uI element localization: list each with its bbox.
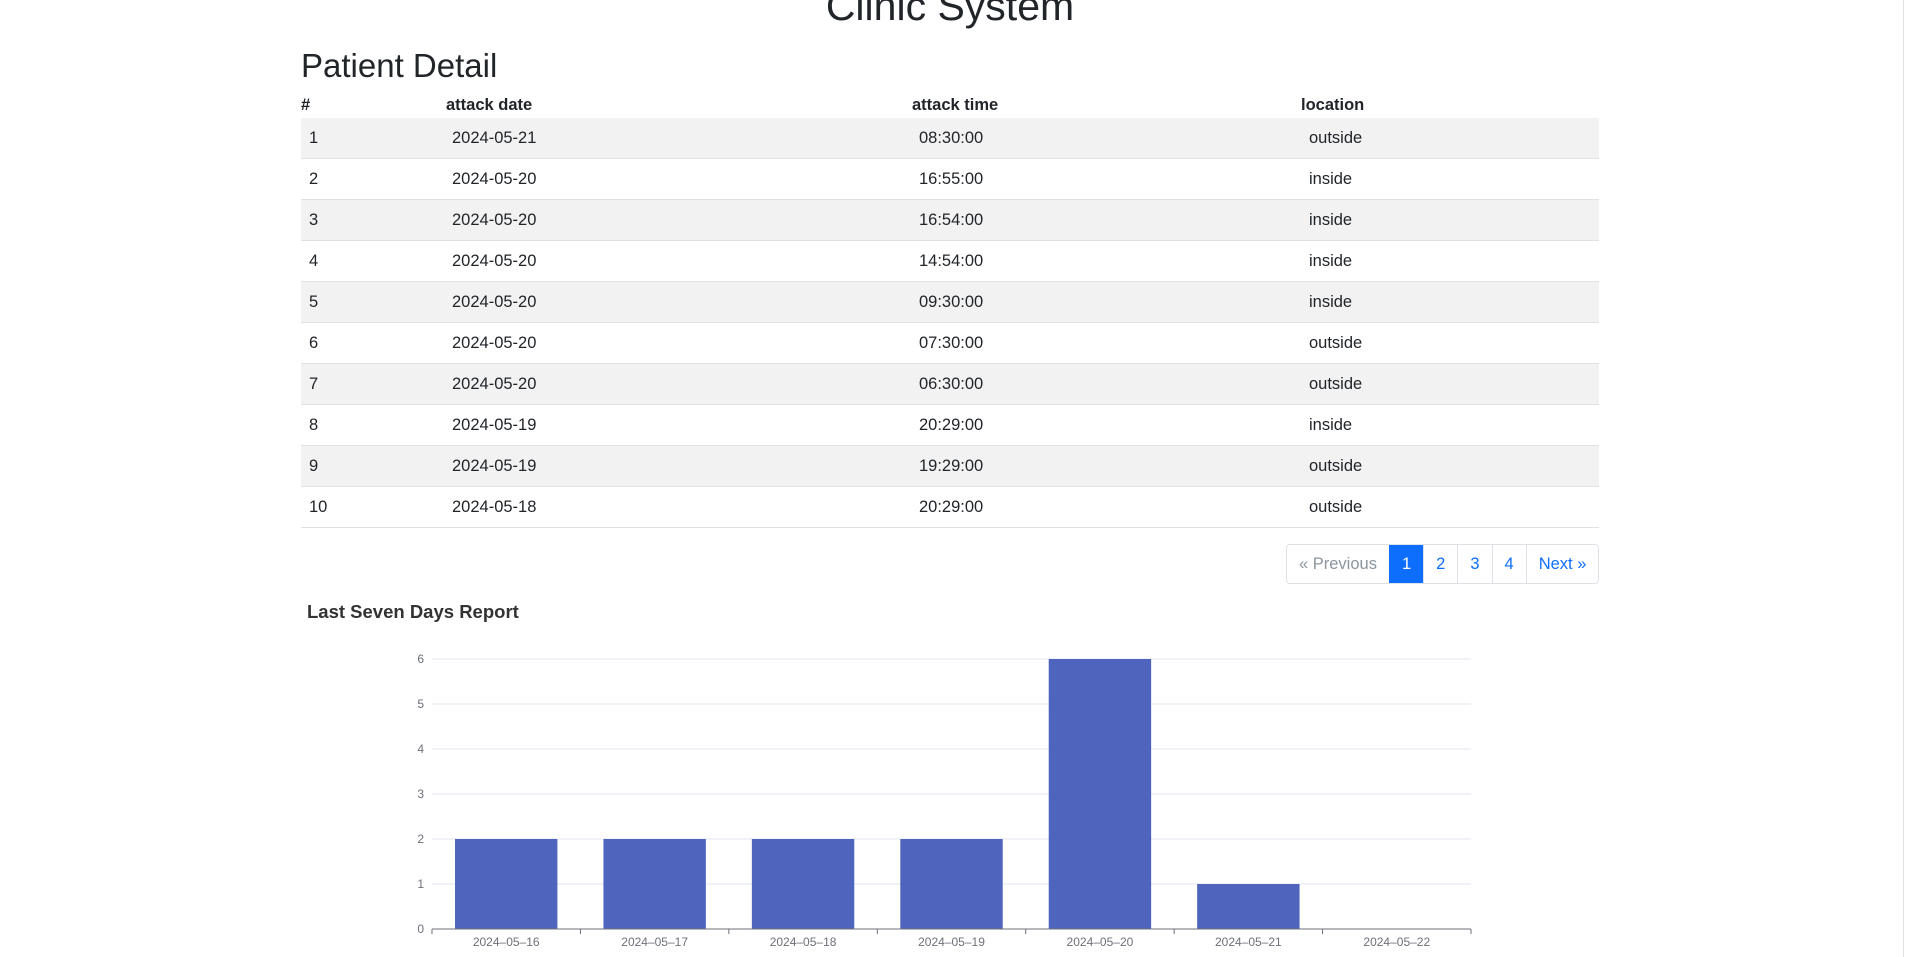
app-title: Clinic System — [825, 0, 1075, 29]
y-tick-label: 4 — [417, 742, 424, 756]
cell-attack-time: 08:30:00 — [911, 118, 1301, 159]
chart-title: Last Seven Days Report — [307, 601, 519, 622]
cell-attack-date: 2024-05-20 — [444, 240, 911, 282]
table-row: 2 2024-05-20 16:55:00 inside — [301, 158, 1599, 200]
bar[interactable] — [900, 839, 1003, 929]
cell-location: inside — [1301, 158, 1599, 200]
cell-location: inside — [1301, 240, 1599, 282]
y-tick-label: 6 — [417, 652, 424, 666]
cell-number: 8 — [301, 404, 444, 446]
y-tick-label: 2 — [417, 832, 424, 846]
cell-attack-date: 2024-05-20 — [444, 199, 911, 241]
table-row: 9 2024-05-19 19:29:00 outside — [301, 445, 1599, 487]
page-3-button[interactable]: 3 — [1457, 545, 1491, 583]
column-header-attack-time: attack time — [912, 96, 999, 114]
y-tick-label: 0 — [417, 922, 424, 936]
cell-attack-time: 20:29:00 — [911, 404, 1301, 446]
cell-attack-date: 2024-05-18 — [444, 486, 911, 528]
x-tick-label: 2024–05–16 — [473, 935, 540, 949]
page-4-button[interactable]: 4 — [1491, 545, 1526, 583]
cell-attack-time: 16:54:00 — [911, 199, 1301, 241]
x-tick-label: 2024–05–19 — [918, 935, 985, 949]
table-header-row: # attack date attack time location — [301, 93, 1599, 118]
cell-attack-time: 19:29:00 — [911, 445, 1301, 487]
cell-location: outside — [1301, 322, 1599, 364]
column-header-attack-date: attack date — [446, 96, 533, 114]
cell-location: outside — [1301, 445, 1599, 487]
previous-page-button[interactable]: « Previous — [1299, 555, 1377, 573]
cell-attack-date: 2024-05-21 — [444, 118, 911, 159]
cell-attack-time: 06:30:00 — [911, 363, 1301, 405]
cell-number: 3 — [301, 199, 444, 241]
cell-location: inside — [1301, 199, 1599, 241]
cell-location: inside — [1301, 404, 1599, 446]
cell-location: outside — [1301, 363, 1599, 405]
page-2-button[interactable]: 2 — [1423, 545, 1457, 583]
y-tick-label: 5 — [417, 697, 424, 711]
table-row: 6 2024-05-20 07:30:00 outside — [301, 322, 1599, 364]
table-row: 1 2024-05-21 08:30:00 outside — [301, 118, 1599, 159]
patient-table: # attack date attack time location 1 2024… — [301, 93, 1599, 528]
table-row: 5 2024-05-20 09:30:00 inside — [301, 281, 1599, 323]
column-header-location: location — [1301, 96, 1365, 114]
cell-number: 7 — [301, 363, 444, 405]
x-tick-label: 2024–05–22 — [1363, 935, 1430, 949]
bar[interactable] — [603, 839, 706, 929]
cell-attack-time: 16:55:00 — [911, 158, 1301, 200]
next-page-button[interactable]: Next » — [1525, 545, 1599, 583]
cell-attack-date: 2024-05-20 — [444, 158, 911, 200]
x-tick-label: 2024–05–17 — [621, 935, 688, 949]
column-header-number: # — [301, 96, 311, 114]
bar[interactable] — [1197, 884, 1300, 929]
table-row: 10 2024-05-18 20:29:00 outside — [301, 486, 1599, 528]
cell-number: 6 — [301, 322, 444, 364]
bar[interactable] — [455, 839, 558, 929]
page-title: Patient Detail — [301, 47, 498, 84]
table-row: 8 2024-05-19 20:29:00 inside — [301, 404, 1599, 446]
pagination: « Previous 1 2 3 4 Next » — [1286, 544, 1600, 584]
bar[interactable] — [1048, 659, 1152, 929]
cell-number: 4 — [301, 240, 444, 282]
cell-attack-date: 2024-05-19 — [444, 404, 911, 446]
cell-attack-date: 2024-05-20 — [444, 322, 911, 364]
cell-attack-date: 2024-05-20 — [444, 281, 911, 323]
cell-number: 10 — [301, 486, 444, 528]
scrollbar-edge — [1903, 0, 1904, 957]
cell-number: 2 — [301, 158, 444, 200]
cell-attack-date: 2024-05-19 — [444, 445, 911, 487]
cell-location: outside — [1301, 486, 1599, 528]
bar[interactable] — [751, 839, 855, 929]
cell-attack-time: 09:30:00 — [911, 281, 1301, 323]
x-tick-label: 2024–05–21 — [1215, 935, 1282, 949]
cell-attack-time: 14:54:00 — [911, 240, 1301, 282]
cell-number: 5 — [301, 281, 444, 323]
table-row: 7 2024-05-20 06:30:00 outside — [301, 363, 1599, 405]
y-tick-label: 1 — [417, 877, 424, 891]
page-1-button[interactable]: 1 — [1388, 545, 1424, 583]
table-row: 4 2024-05-20 14:54:00 inside — [301, 240, 1599, 282]
cell-attack-time: 07:30:00 — [911, 322, 1301, 364]
y-tick-label: 3 — [417, 787, 424, 801]
cell-attack-date: 2024-05-20 — [444, 363, 911, 405]
cell-location: inside — [1301, 281, 1599, 323]
cell-attack-time: 20:29:00 — [911, 486, 1301, 528]
x-tick-label: 2024–05–20 — [1067, 935, 1134, 949]
x-tick-label: 2024–05–18 — [770, 935, 837, 949]
patient-table-container: # attack date attack time location 1 2024… — [301, 93, 1599, 528]
cell-number: 1 — [301, 118, 444, 159]
cell-location: outside — [1301, 118, 1599, 159]
table-body: 1 2024-05-21 08:30:00 outside 2 2024-05-20 16:… — [301, 118, 1599, 528]
cell-number: 9 — [301, 445, 444, 487]
table-row: 3 2024-05-20 16:54:00 inside — [301, 199, 1599, 241]
